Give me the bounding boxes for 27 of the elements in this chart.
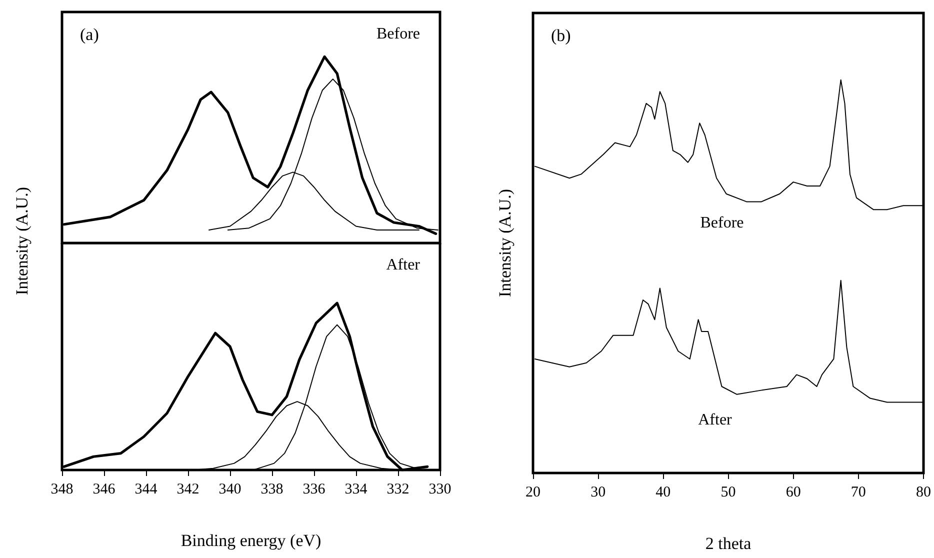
x-tick-label: 330 bbox=[428, 482, 452, 498]
text: After bbox=[386, 256, 421, 274]
x-tick-label: 336 bbox=[302, 482, 326, 498]
x-tick-label: 342 bbox=[176, 482, 200, 498]
text: Before bbox=[376, 26, 420, 42]
y-axis-title: Intensity (A.U.) bbox=[496, 188, 514, 298]
chart-title: (a) bbox=[80, 25, 99, 44]
x-tick-label: 338 bbox=[260, 482, 284, 498]
x-tick-label: 340 bbox=[218, 482, 242, 498]
annotation: After bbox=[698, 412, 733, 428]
x-axis-title: 2 theta bbox=[705, 534, 752, 553]
x-tick-label: 344 bbox=[134, 482, 158, 498]
x-tick-label: 30 bbox=[590, 484, 606, 500]
x-tick-label: 334 bbox=[344, 482, 368, 498]
x-tick-label: 346 bbox=[92, 482, 116, 498]
x-tick-label: 332 bbox=[386, 482, 410, 498]
y-axis-title: Intensity (A.U.) bbox=[12, 186, 32, 296]
x-tick-label: 50 bbox=[720, 484, 736, 500]
x-tick-label: 20 bbox=[526, 484, 540, 500]
x-tick-label: 60 bbox=[786, 484, 801, 500]
x-tick-label: 348 bbox=[50, 482, 74, 498]
chart-title: (b) bbox=[551, 26, 571, 45]
x-tick-label: 70 bbox=[850, 484, 866, 500]
annotation: Before bbox=[700, 214, 744, 232]
x-tick-label: 40 bbox=[656, 484, 671, 500]
x-tick-label: 80 bbox=[916, 484, 931, 500]
x-axis-title: Binding energy (eV) bbox=[180, 531, 322, 550]
